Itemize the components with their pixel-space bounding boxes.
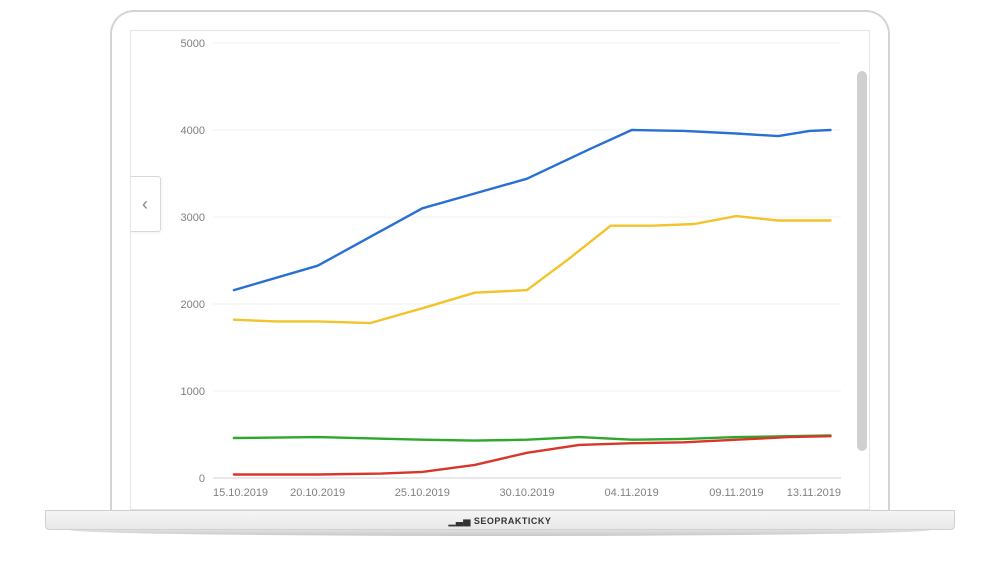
svg-text:09.11.2019: 09.11.2019 xyxy=(709,487,763,499)
line-chart: 0 1000 2000 3000 4000 5000 15.10.2019 20.10.201… xyxy=(171,31,851,504)
svg-text:1000: 1000 xyxy=(181,386,205,398)
svg-text:25.10.2019: 25.10.2019 xyxy=(395,487,450,499)
prev-button[interactable]: ‹ xyxy=(130,176,161,232)
svg-text:0: 0 xyxy=(199,473,205,485)
svg-text:3000: 3000 xyxy=(181,212,205,224)
laptop-hinge: ▁▃▅ SEOPRAKTICKY xyxy=(45,510,955,530)
laptop-mockup: ‹ 0 1000 2000 3000 4000 5000 15.10.2019 20.10.2… xyxy=(100,10,900,550)
svg-text:5000: 5000 xyxy=(181,38,205,50)
svg-text:4000: 4000 xyxy=(181,125,205,137)
svg-text:2000: 2000 xyxy=(181,299,205,311)
svg-text:15.10.2019: 15.10.2019 xyxy=(213,487,268,499)
svg-text:04.11.2019: 04.11.2019 xyxy=(605,487,659,499)
laptop-base: ▁▃▅ SEOPRAKTICKY xyxy=(45,510,955,538)
svg-text:30.10.2019: 30.10.2019 xyxy=(499,487,554,499)
brand-label: SEOPRAKTICKY xyxy=(474,516,552,526)
chevron-left-icon: ‹ xyxy=(142,194,148,215)
brand-bars-icon: ▁▃▅ xyxy=(449,516,471,526)
screen: ‹ 0 1000 2000 3000 4000 5000 15.10.2019 20.10.2… xyxy=(130,30,870,510)
svg-text:20.10.2019: 20.10.2019 xyxy=(290,487,345,499)
chart-svg: 0 1000 2000 3000 4000 5000 15.10.2019 20.10.201… xyxy=(171,31,851,506)
svg-text:13.11.2019: 13.11.2019 xyxy=(787,487,841,499)
screen-bezel: ‹ 0 1000 2000 3000 4000 5000 15.10.2019 20.10.2… xyxy=(110,10,890,510)
vertical-scrollbar[interactable] xyxy=(857,71,867,451)
